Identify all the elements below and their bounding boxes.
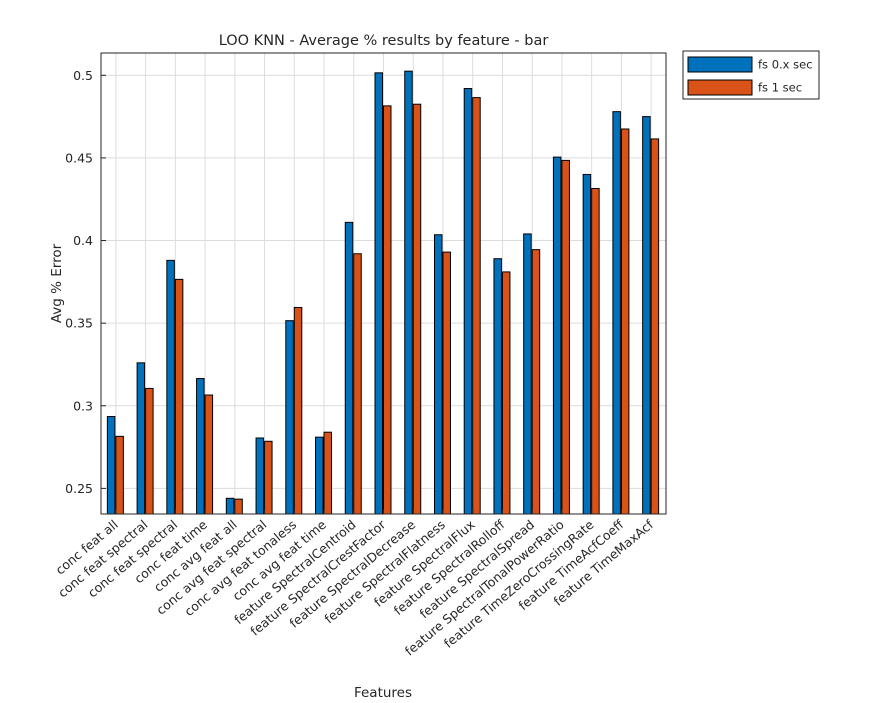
- y-tick-label: 0.35: [65, 316, 93, 331]
- bar-fs-0x-sec: [523, 233, 532, 515]
- bar-fs-0x-sec: [285, 320, 294, 515]
- bar-fs-1-sec: [293, 306, 303, 515]
- y-tick-label: 0.3: [73, 398, 93, 413]
- bar-fs-0x-sec: [582, 173, 592, 515]
- bar-fs-1-sec: [531, 249, 541, 515]
- bar-fs-0x-sec: [255, 437, 265, 515]
- bar-fs-0x-sec: [374, 72, 383, 515]
- bar-fs-1-sec: [620, 128, 630, 515]
- chart-title: LOO KNN - Average % results by feature -…: [219, 33, 549, 49]
- bar-fs-1-sec: [650, 138, 660, 515]
- bar-fs-1-sec: [234, 498, 243, 515]
- legend: fs 0.x sec fs 1 sec: [682, 50, 820, 100]
- bar-fs-1-sec: [383, 105, 392, 515]
- y-axis-ticks: 0.25 0.3 0.35 0.4 0.45 0.5: [65, 68, 106, 496]
- legend-swatch-fs-0x-sec: [687, 56, 753, 73]
- bar-fs-1-sec: [561, 159, 570, 515]
- bar-fs-0x-sec: [106, 416, 116, 515]
- bar-fs-0x-sec: [552, 156, 562, 515]
- y-axis-label: Avg % Error: [49, 243, 65, 323]
- bar-fs-1-sec: [174, 278, 184, 515]
- bar-fs-0x-sec: [166, 259, 175, 515]
- y-tick-label: 0.45: [65, 150, 93, 165]
- bar-fs-0x-sec: [404, 70, 413, 515]
- bar-fs-1-sec: [353, 253, 362, 515]
- bar-fs-1-sec: [145, 387, 154, 515]
- bar-fs-1-sec: [412, 103, 422, 515]
- bar-fs-1-sec: [204, 394, 214, 515]
- bar-fs-0x-sec: [433, 234, 443, 515]
- bar-fs-0x-sec: [612, 111, 621, 515]
- bar-fs-0x-sec: [642, 116, 651, 515]
- y-tick-label: 0.5: [73, 68, 93, 83]
- bar-fs-0x-sec: [196, 378, 205, 515]
- bar-fs-1-sec: [442, 251, 451, 515]
- bar-fs-1-sec: [591, 187, 600, 515]
- x-axis-label: Features: [354, 685, 412, 701]
- bar-fs-1-sec: [264, 440, 273, 515]
- bar-fs-0x-sec: [315, 436, 324, 515]
- legend-label-fs-0x-sec: fs 0.x sec: [758, 58, 813, 72]
- bar-fs-0x-sec: [463, 88, 473, 515]
- bar-fs-0x-sec: [493, 258, 502, 515]
- legend-label-fs-1-sec: fs 1 sec: [758, 81, 802, 95]
- bar-fs-1-sec: [472, 97, 481, 515]
- bar-fs-0x-sec: [225, 497, 235, 515]
- bar-fs-0x-sec: [344, 221, 354, 515]
- y-tick-label: 0.4: [73, 233, 93, 248]
- bar-fs-1-sec: [115, 435, 124, 515]
- bar-fs-0x-sec: [136, 362, 146, 515]
- bar-fs-1-sec: [501, 271, 511, 515]
- legend-swatch-fs-1-sec: [687, 79, 753, 96]
- bar-fs-1-sec: [323, 431, 333, 515]
- y-tick-label: 0.25: [65, 481, 93, 496]
